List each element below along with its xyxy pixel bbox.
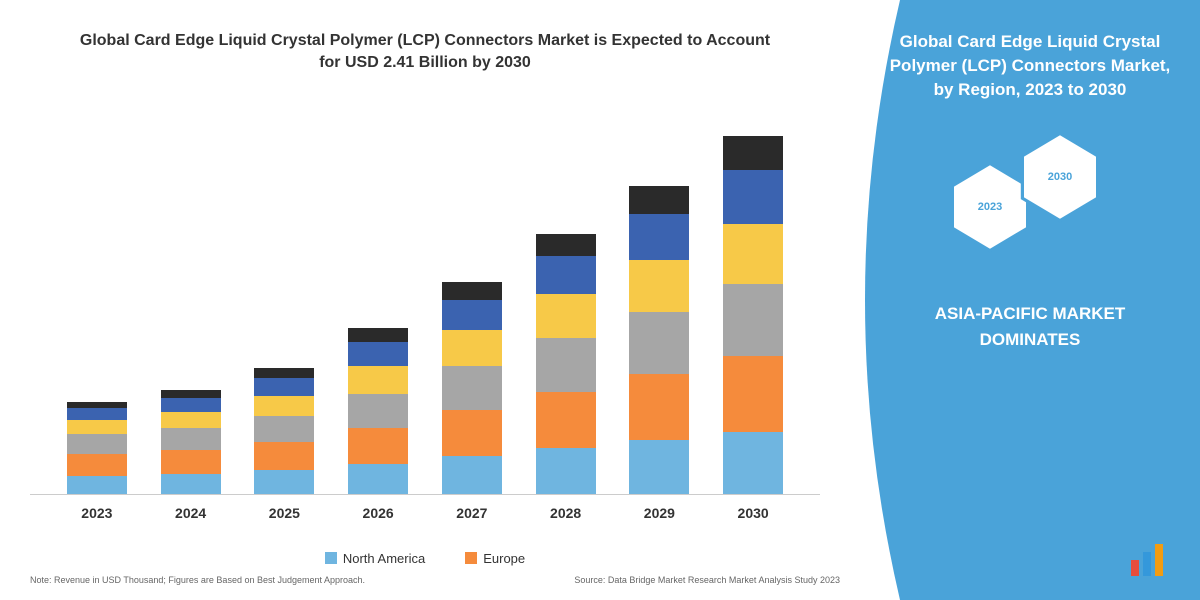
bar-segment	[442, 300, 502, 330]
bar-segment	[723, 284, 783, 356]
year-label: 2028	[550, 505, 581, 521]
year-label: 2029	[644, 505, 675, 521]
stacked-bar	[348, 328, 408, 494]
bar-segment	[629, 186, 689, 214]
legend: North America Europe	[30, 551, 820, 566]
stacked-bar	[723, 136, 783, 494]
bar-segment	[629, 214, 689, 260]
bar-segment	[161, 390, 221, 398]
bar-segment	[254, 442, 314, 470]
bar-segment	[723, 136, 783, 170]
stacked-bar	[442, 282, 502, 494]
bar-segment	[67, 420, 127, 434]
stacked-bar	[629, 186, 689, 494]
bar-group	[613, 186, 707, 494]
chart-area: Global Card Edge Liquid Crystal Polymer …	[0, 0, 850, 600]
bar-segment	[536, 338, 596, 392]
legend-label: Europe	[483, 551, 525, 566]
hex-label-2023: 2023	[978, 201, 1002, 213]
bar-segment	[536, 256, 596, 294]
bar-segment	[348, 394, 408, 428]
bar-segment	[254, 378, 314, 396]
bar-segment	[536, 294, 596, 338]
bar-segment	[629, 260, 689, 312]
bar-segment	[536, 234, 596, 256]
bar-segment	[67, 434, 127, 454]
bar-group	[331, 328, 425, 494]
bar-segment	[161, 428, 221, 450]
bar-segment	[254, 416, 314, 442]
side-panel: Global Card Edge Liquid Crystal Polymer …	[860, 0, 1200, 600]
bar-segment	[348, 428, 408, 464]
stacked-bar	[254, 368, 314, 494]
bar-group	[425, 282, 519, 494]
bar-segment	[629, 374, 689, 440]
bar-segment	[67, 476, 127, 494]
bar-segment	[161, 412, 221, 428]
x-axis-labels: 2023 2024 2025 2026 2027 2028 2029 2030	[30, 495, 820, 521]
bar-segment	[348, 342, 408, 366]
bar-group	[144, 390, 238, 494]
bar-segment	[629, 440, 689, 494]
bar-group	[238, 368, 332, 494]
bar-segment	[629, 312, 689, 374]
bar-segment	[723, 224, 783, 284]
bar-segment	[254, 396, 314, 416]
year-label: 2025	[269, 505, 300, 521]
bar-group	[50, 402, 144, 494]
bar-segment	[161, 398, 221, 412]
stacked-bar	[536, 234, 596, 494]
brand-logo	[1125, 540, 1175, 580]
bar-segment	[442, 456, 502, 494]
bar-segment	[536, 392, 596, 448]
year-label: 2023	[81, 505, 112, 521]
bar-group	[519, 234, 613, 494]
legend-item: Europe	[465, 551, 525, 566]
chart-title: Global Card Edge Liquid Crystal Polymer …	[70, 30, 780, 75]
year-label: 2026	[363, 505, 394, 521]
stacked-bar	[161, 390, 221, 494]
hex-label-2030: 2030	[1048, 171, 1072, 183]
bar-segment	[161, 474, 221, 494]
year-label: 2024	[175, 505, 206, 521]
bars-container	[30, 95, 820, 495]
bar-segment	[442, 366, 502, 410]
bar-segment	[67, 454, 127, 476]
bar-segment	[442, 410, 502, 456]
bar-segment	[723, 432, 783, 494]
stacked-bar	[67, 402, 127, 494]
legend-item: North America	[325, 551, 425, 566]
bar-segment	[536, 448, 596, 494]
year-label: 2030	[738, 505, 769, 521]
bar-segment	[723, 356, 783, 432]
legend-label: North America	[343, 551, 425, 566]
dominant-market-label: ASIA-PACIFIC MARKET DOMINATES	[935, 301, 1125, 352]
bar-segment	[67, 408, 127, 420]
panel-title: Global Card Edge Liquid Crystal Polymer …	[880, 30, 1180, 101]
bar-segment	[348, 464, 408, 494]
footer-left: Note: Revenue in USD Thousand; Figures a…	[30, 575, 365, 585]
bar-segment	[442, 330, 502, 366]
hexagon-2023: 2023	[950, 161, 1030, 253]
hexagon-group: 2023 2030	[950, 131, 1110, 271]
footer-notes: Note: Revenue in USD Thousand; Figures a…	[30, 575, 840, 585]
bar-segment	[723, 170, 783, 224]
legend-swatch	[325, 552, 337, 564]
bar-segment	[348, 366, 408, 394]
bar-segment	[254, 368, 314, 378]
hexagon-2030: 2030	[1020, 131, 1100, 223]
legend-swatch	[465, 552, 477, 564]
bar-segment	[254, 470, 314, 494]
bar-group	[706, 136, 800, 494]
year-label: 2027	[456, 505, 487, 521]
footer-right: Source: Data Bridge Market Research Mark…	[574, 575, 840, 585]
bar-segment	[161, 450, 221, 474]
bar-segment	[348, 328, 408, 342]
bar-segment	[442, 282, 502, 300]
